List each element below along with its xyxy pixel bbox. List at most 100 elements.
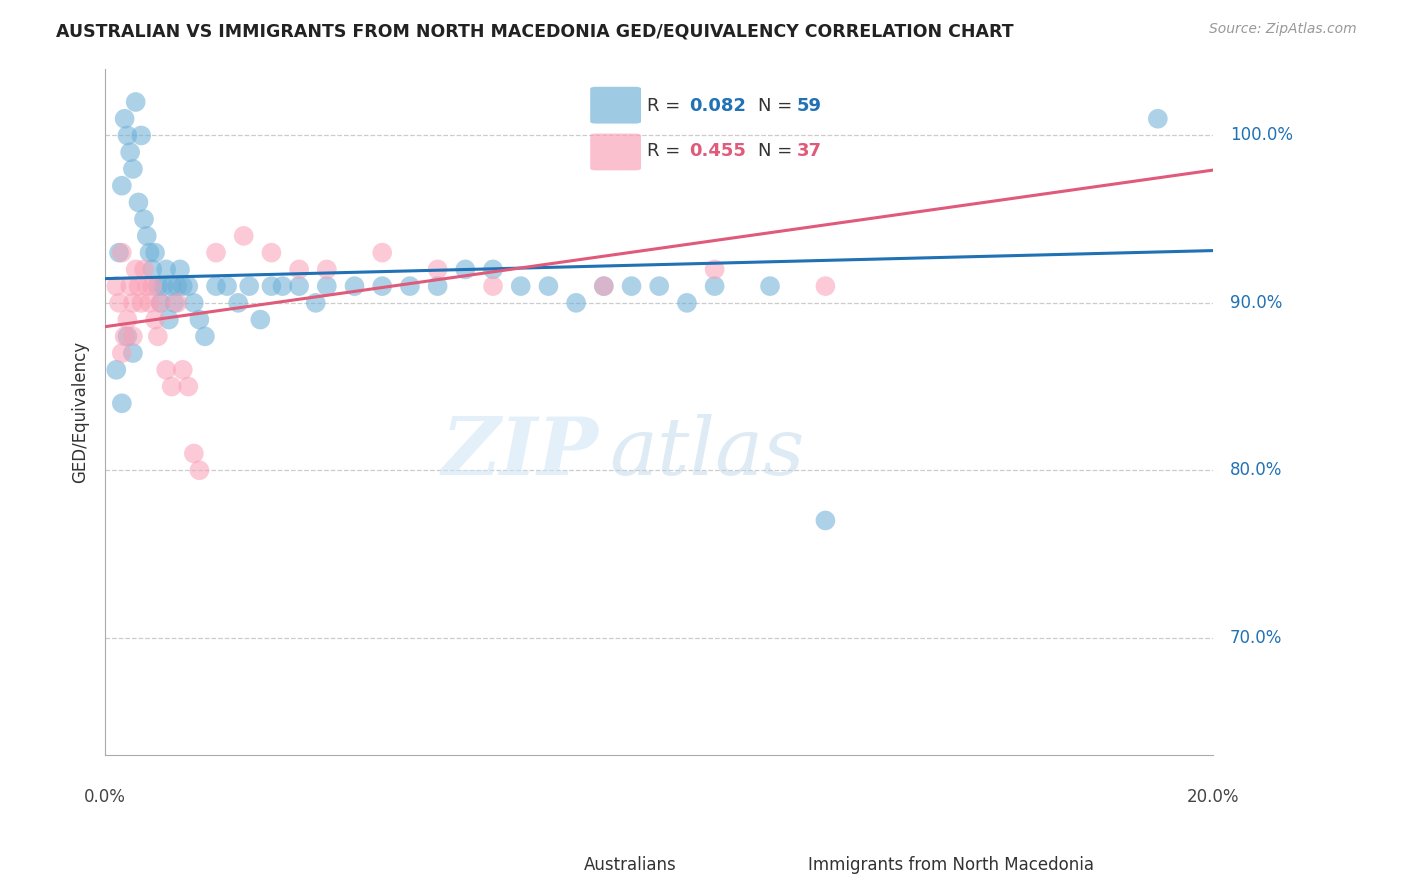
- Point: [371, 245, 394, 260]
- Point: [138, 245, 160, 260]
- Point: [288, 262, 311, 277]
- Point: [205, 279, 228, 293]
- Point: [129, 128, 152, 143]
- Point: [120, 145, 142, 160]
- Text: Immigrants from North Macedonia: Immigrants from North Macedonia: [808, 856, 1094, 874]
- Text: ZIP: ZIP: [441, 414, 599, 491]
- Point: [183, 296, 205, 310]
- Point: [814, 279, 837, 293]
- Point: [172, 279, 194, 293]
- Point: [426, 279, 449, 293]
- Point: [172, 363, 194, 377]
- Text: Australians: Australians: [583, 856, 676, 874]
- Point: [127, 279, 149, 293]
- Point: [1146, 112, 1168, 126]
- Point: [482, 262, 505, 277]
- Point: [132, 212, 155, 227]
- Text: 0.0%: 0.0%: [84, 789, 127, 806]
- Point: [260, 279, 283, 293]
- Point: [105, 279, 128, 293]
- Point: [814, 513, 837, 527]
- Point: [315, 262, 337, 277]
- Point: [537, 279, 560, 293]
- Point: [108, 296, 131, 310]
- Y-axis label: GED/Equivalency: GED/Equivalency: [72, 341, 89, 483]
- Point: [426, 262, 449, 277]
- Point: [111, 178, 134, 193]
- Point: [703, 262, 725, 277]
- Point: [238, 279, 260, 293]
- Point: [117, 329, 139, 343]
- Point: [155, 262, 177, 277]
- Text: atlas: atlas: [609, 414, 804, 491]
- Point: [703, 279, 725, 293]
- Point: [129, 296, 152, 310]
- Text: AUSTRALIAN VS IMMIGRANTS FROM NORTH MACEDONIA GED/EQUIVALENCY CORRELATION CHART: AUSTRALIAN VS IMMIGRANTS FROM NORTH MACE…: [56, 22, 1014, 40]
- Point: [169, 262, 191, 277]
- Point: [160, 379, 183, 393]
- Point: [592, 279, 614, 293]
- Point: [117, 128, 139, 143]
- Point: [188, 463, 211, 477]
- Point: [146, 329, 169, 343]
- Point: [152, 279, 174, 293]
- Point: [160, 279, 183, 293]
- Point: [315, 279, 337, 293]
- Point: [565, 296, 588, 310]
- Point: [114, 329, 136, 343]
- Point: [105, 363, 128, 377]
- Point: [260, 245, 283, 260]
- Point: [122, 346, 145, 360]
- Point: [141, 279, 163, 293]
- Point: [509, 279, 531, 293]
- Point: [135, 279, 157, 293]
- Point: [305, 296, 328, 310]
- Point: [759, 279, 782, 293]
- Point: [177, 279, 200, 293]
- Point: [166, 279, 188, 293]
- Point: [232, 228, 254, 243]
- Point: [143, 312, 166, 326]
- Point: [343, 279, 366, 293]
- Point: [111, 396, 134, 410]
- Point: [249, 312, 271, 326]
- Point: [125, 95, 148, 109]
- Point: [166, 296, 188, 310]
- Point: [157, 312, 180, 326]
- Point: [620, 279, 643, 293]
- Text: 70.0%: 70.0%: [1230, 629, 1282, 647]
- Point: [141, 262, 163, 277]
- Point: [117, 312, 139, 326]
- Point: [217, 279, 239, 293]
- Point: [127, 195, 149, 210]
- Point: [163, 296, 186, 310]
- Text: 20.0%: 20.0%: [1187, 789, 1240, 806]
- Text: Source: ZipAtlas.com: Source: ZipAtlas.com: [1209, 22, 1357, 37]
- Point: [482, 279, 505, 293]
- Point: [149, 296, 172, 310]
- Point: [194, 329, 217, 343]
- Point: [226, 296, 249, 310]
- Text: 90.0%: 90.0%: [1230, 293, 1282, 312]
- Point: [155, 363, 177, 377]
- Point: [146, 279, 169, 293]
- Point: [138, 296, 160, 310]
- Point: [111, 245, 134, 260]
- Point: [399, 279, 422, 293]
- Point: [111, 346, 134, 360]
- Point: [149, 296, 172, 310]
- Point: [288, 279, 311, 293]
- Point: [120, 279, 142, 293]
- Point: [271, 279, 294, 293]
- Point: [143, 245, 166, 260]
- Point: [205, 245, 228, 260]
- Point: [114, 112, 136, 126]
- Point: [454, 262, 477, 277]
- Point: [188, 312, 211, 326]
- Text: 80.0%: 80.0%: [1230, 461, 1282, 479]
- Point: [122, 161, 145, 176]
- Point: [122, 296, 145, 310]
- Point: [183, 446, 205, 460]
- Point: [648, 279, 671, 293]
- Point: [177, 379, 200, 393]
